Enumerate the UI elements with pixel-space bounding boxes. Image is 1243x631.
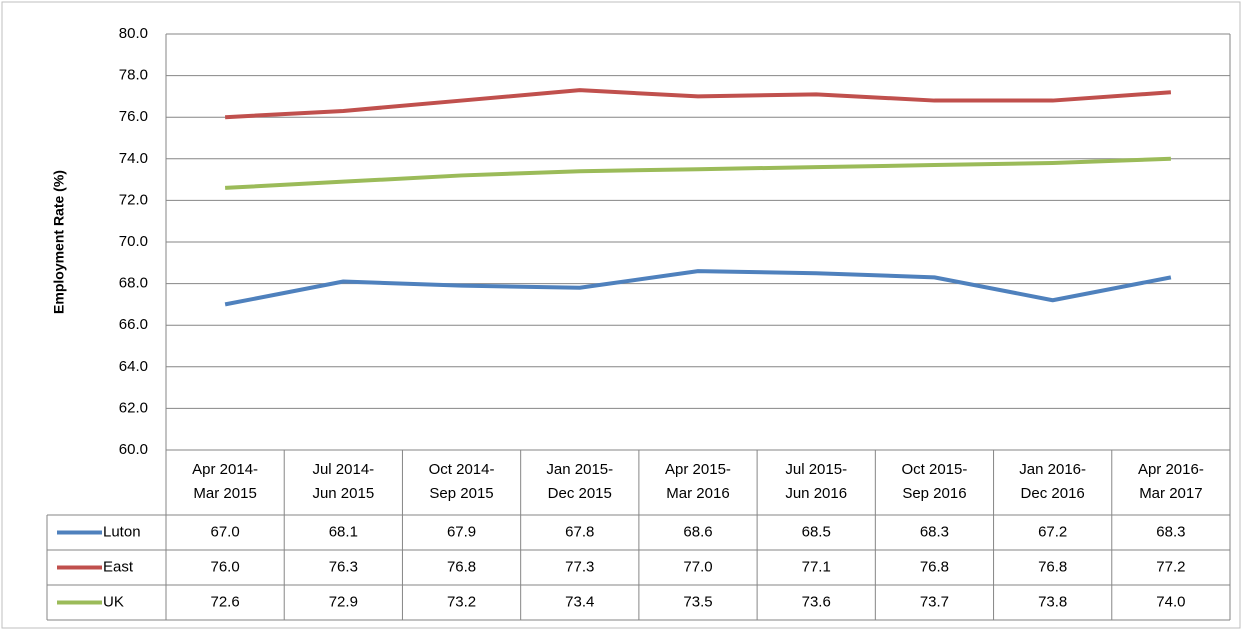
- x-tick-label: Jul 2015- Jun 2016: [785, 461, 848, 502]
- y-tick-label: 62.0: [119, 399, 148, 416]
- data-label: 73.5: [683, 593, 712, 610]
- y-tick-label: 74.0: [119, 150, 148, 167]
- series-line: [224, 269, 1172, 307]
- x-tick-label: Jan 2016- Dec 2016: [1019, 461, 1087, 502]
- y-tick-label: 60.0: [119, 441, 148, 458]
- data-label: 77.2: [1156, 558, 1185, 575]
- data-label: 72.6: [211, 593, 240, 610]
- data-label: 67.2: [1038, 523, 1067, 540]
- x-tick-label: Jul 2014- Jun 2015: [312, 461, 375, 502]
- x-tick-label: Oct 2015- Sep 2016: [901, 461, 968, 502]
- data-label: 77.1: [802, 558, 831, 575]
- data-label: 68.3: [920, 523, 949, 540]
- y-tick-label: 68.0: [119, 275, 148, 292]
- data-label: 73.8: [1038, 593, 1067, 610]
- data-label: 73.2: [447, 593, 476, 610]
- series-line: [225, 156, 1171, 190]
- data-label: 73.6: [802, 593, 831, 610]
- data-label: 73.4: [565, 593, 594, 610]
- data-label: 74.0: [1156, 593, 1185, 610]
- x-tick-label: Apr 2014- Mar 2015: [192, 461, 259, 502]
- series-line: [225, 88, 1172, 120]
- data-label: 68.6: [683, 523, 712, 540]
- legend-label: East: [103, 558, 134, 575]
- data-label: 68.5: [802, 523, 831, 540]
- x-tick-label: Apr 2015- Mar 2016: [665, 461, 731, 502]
- data-label: 73.7: [920, 593, 949, 610]
- y-tick-label: 80.0: [119, 25, 148, 42]
- y-axis-label: Employment Rate (%): [51, 170, 67, 314]
- y-tick-label: 70.0: [119, 233, 148, 250]
- data-label: 77.3: [565, 558, 594, 575]
- x-tick-label: Jan 2015- Dec 2015: [546, 461, 614, 502]
- x-tick-label: Oct 2014- Sep 2015: [428, 461, 495, 502]
- y-tick-label: 66.0: [119, 316, 148, 333]
- data-label: 76.3: [329, 558, 358, 575]
- data-label: 67.8: [565, 523, 594, 540]
- data-label: 76.8: [920, 558, 949, 575]
- legend-label: UK: [103, 593, 124, 610]
- data-label: 67.0: [211, 523, 240, 540]
- x-tick-label: Apr 2016- Mar 2017: [1137, 461, 1204, 502]
- y-tick-label: 64.0: [119, 358, 148, 375]
- data-label: 67.9: [447, 523, 476, 540]
- legend-label: Luton: [103, 523, 141, 540]
- y-tick-label: 76.0: [119, 108, 148, 125]
- data-label: 68.1: [329, 523, 358, 540]
- y-tick-label: 78.0: [119, 67, 148, 84]
- data-label: 68.3: [1156, 523, 1185, 540]
- data-label: 77.0: [683, 558, 712, 575]
- data-label: 76.0: [211, 558, 240, 575]
- data-label: 76.8: [1038, 558, 1067, 575]
- data-label: 76.8: [447, 558, 476, 575]
- data-label: 72.9: [329, 593, 358, 610]
- y-tick-label: 72.0: [119, 191, 148, 208]
